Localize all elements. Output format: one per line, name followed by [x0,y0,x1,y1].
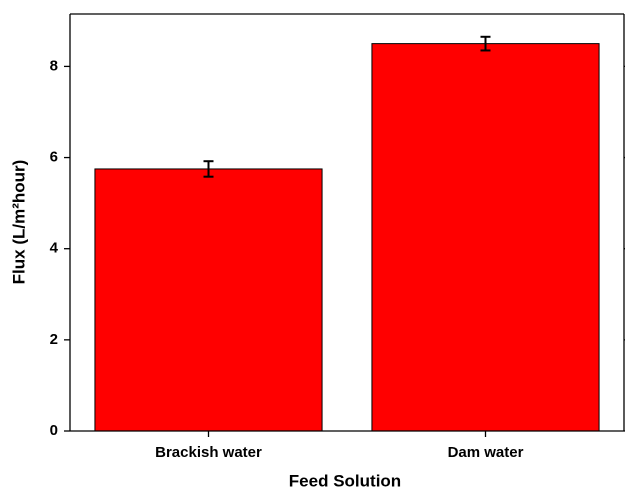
y-tick-label: 2 [50,331,58,348]
error-bar [203,160,214,178]
y-tick-label: 6 [50,149,58,166]
y-axis-label: Flux (L/m²hour) [9,160,28,285]
x-tick-label: Dam water [448,444,524,461]
x-axis-label: Feed Solution [289,471,401,490]
y-tick-label: 0 [50,422,58,439]
y-tick-label: 8 [50,57,58,74]
bar [94,168,323,432]
error-bar [480,35,491,52]
x-tick-label: Brackish water [155,444,262,461]
bar [371,43,600,432]
y-tick-label: 4 [50,240,59,257]
